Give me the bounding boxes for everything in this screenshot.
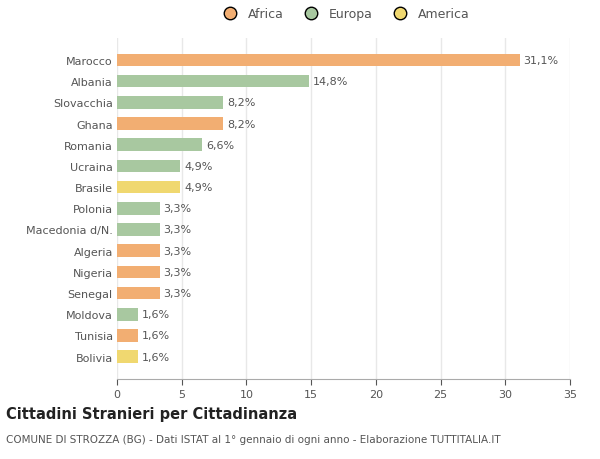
Bar — [117, 224, 160, 236]
Bar — [117, 351, 138, 363]
Bar — [117, 76, 308, 88]
Text: 4,9%: 4,9% — [184, 162, 212, 172]
Text: 3,3%: 3,3% — [164, 288, 192, 298]
Bar — [117, 139, 202, 152]
Text: COMUNE DI STROZZA (BG) - Dati ISTAT al 1° gennaio di ogni anno - Elaborazione TU: COMUNE DI STROZZA (BG) - Dati ISTAT al 1… — [6, 434, 500, 444]
Text: 4,9%: 4,9% — [184, 183, 212, 193]
Text: 31,1%: 31,1% — [523, 56, 559, 66]
Bar — [117, 202, 160, 215]
Bar — [117, 330, 138, 342]
Bar — [117, 181, 181, 194]
Text: 1,6%: 1,6% — [142, 331, 170, 341]
Text: 14,8%: 14,8% — [313, 77, 348, 87]
Legend: Africa, Europa, America: Africa, Europa, America — [213, 3, 474, 26]
Text: 1,6%: 1,6% — [142, 352, 170, 362]
Text: 3,3%: 3,3% — [164, 225, 192, 235]
Bar — [117, 97, 223, 109]
Text: 8,2%: 8,2% — [227, 98, 256, 108]
Text: 6,6%: 6,6% — [206, 140, 235, 151]
Bar — [117, 287, 160, 300]
Text: Cittadini Stranieri per Cittadinanza: Cittadini Stranieri per Cittadinanza — [6, 406, 297, 421]
Text: 3,3%: 3,3% — [164, 246, 192, 256]
Bar — [117, 160, 181, 173]
Text: 8,2%: 8,2% — [227, 119, 256, 129]
Text: 1,6%: 1,6% — [142, 310, 170, 319]
Text: 3,3%: 3,3% — [164, 267, 192, 277]
Text: 3,3%: 3,3% — [164, 204, 192, 214]
Bar — [117, 308, 138, 321]
Bar — [117, 266, 160, 279]
Bar — [117, 118, 223, 131]
Bar — [117, 55, 520, 67]
Bar — [117, 245, 160, 257]
